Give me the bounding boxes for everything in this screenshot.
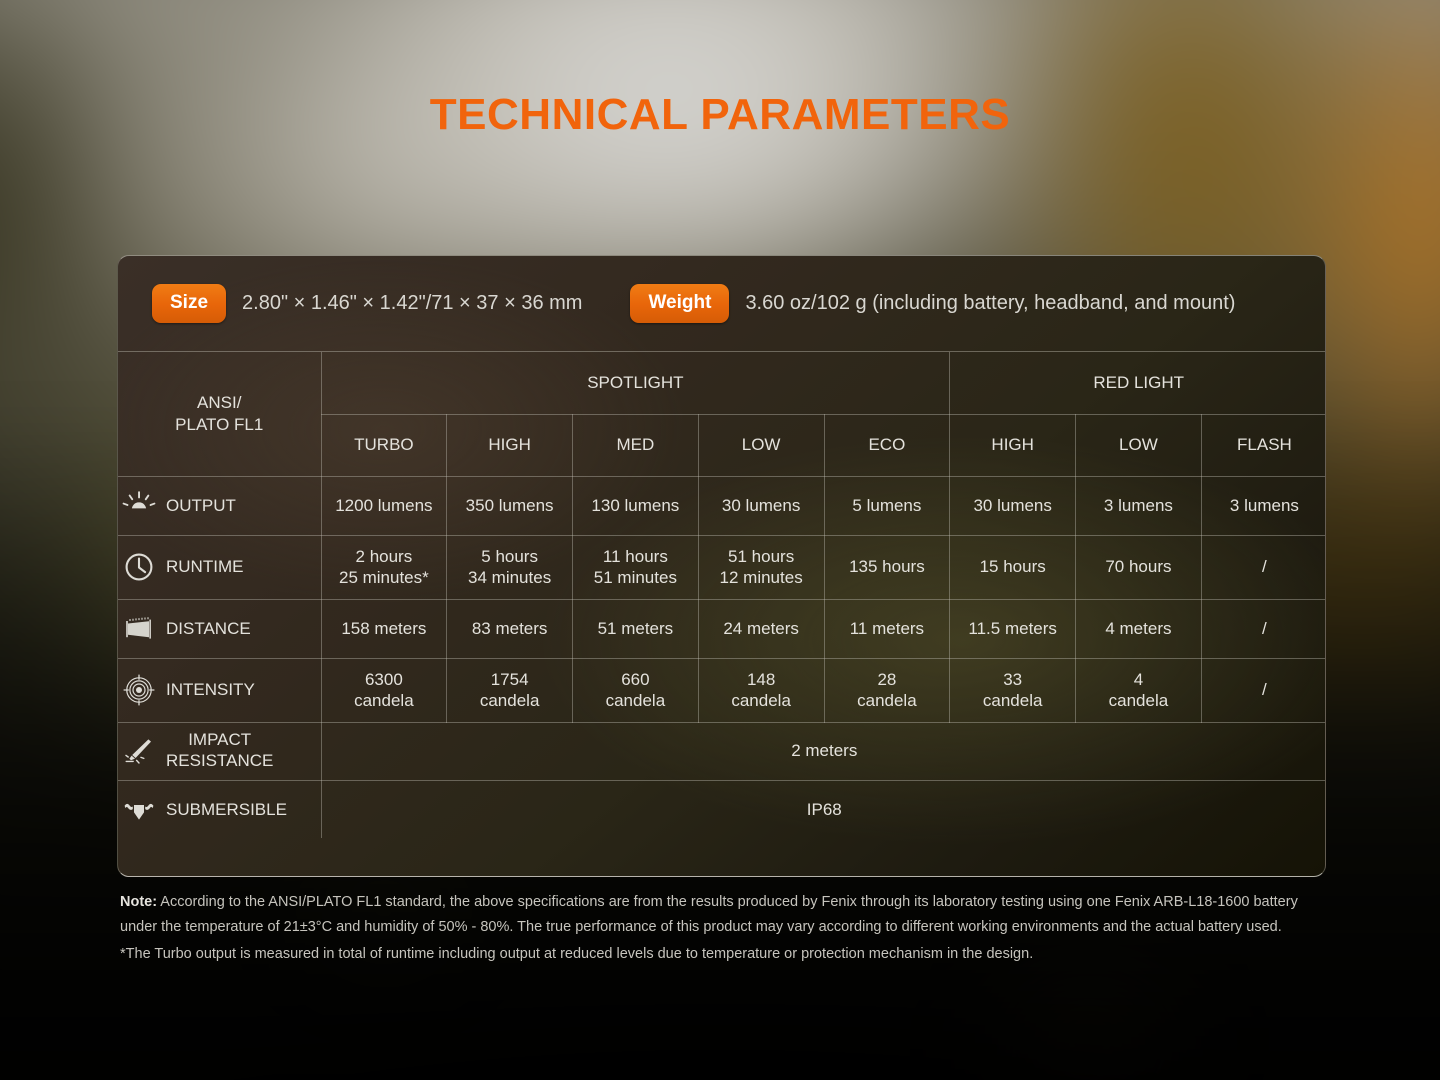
beam-distance-icon xyxy=(126,616,151,639)
mode-header-red-low: LOW xyxy=(1075,414,1202,477)
note-footnote: *The Turbo output is measured in total o… xyxy=(120,946,1034,963)
note-paragraph: Note: According to the ANSI/PLATO FL1 st… xyxy=(120,890,1325,940)
row-label-text: SUBMERSIBLE xyxy=(166,799,287,819)
submersible-wave-icon xyxy=(124,804,154,820)
cell-distance-high: 83 meters xyxy=(446,599,573,659)
table-row-output: OUTPUT 1200 lumens 350 lumens 130 lumens… xyxy=(118,476,1325,536)
cell-distance-red-high: 11.5 meters xyxy=(949,599,1077,659)
weight-value: 3.60 oz/102 g (including battery, headba… xyxy=(745,292,1236,314)
specs-panel: Size 2.80" × 1.46" × 1.42"/71 × 37 × 36 … xyxy=(117,255,1326,877)
table-row-impact-resistance: IMPACT RESISTANCE 2 meters xyxy=(118,722,1325,781)
size-value: 2.80" × 1.46" × 1.42"/71 × 37 × 36 mm xyxy=(242,292,583,314)
note-body: According to the ANSI/PLATO FL1 standard… xyxy=(120,894,1298,936)
panel-footer-strip xyxy=(118,838,1325,876)
cell-output-red-low: 3 lumens xyxy=(1075,476,1202,536)
size-weight-bar: Size 2.80" × 1.46" × 1.42"/71 × 37 × 36 … xyxy=(118,256,1325,352)
cell-distance-red-low: 4 meters xyxy=(1075,599,1202,659)
group-header-red-light: RED LIGHT xyxy=(949,352,1325,415)
mode-header-turbo: TURBO xyxy=(321,414,448,477)
cell-distance-flash: / xyxy=(1201,599,1325,659)
cell-runtime-low: 51 hours 12 minutes xyxy=(698,535,825,600)
row-label-submersible: SUBMERSIBLE xyxy=(118,780,322,838)
row-label-impact-resistance: IMPACT RESISTANCE xyxy=(118,722,322,781)
cell-runtime-flash: / xyxy=(1201,535,1325,600)
cell-distance-med: 51 meters xyxy=(572,599,699,659)
table-body: OUTPUT 1200 lumens 350 lumens 130 lumens… xyxy=(118,476,1325,838)
table-row-distance: DISTANCE 158 meters 83 meters 51 meters … xyxy=(118,599,1325,659)
cell-impact-resistance-value: 2 meters xyxy=(321,722,1325,781)
row-label-distance: DISTANCE xyxy=(118,599,322,659)
row-label-output: OUTPUT xyxy=(118,476,322,536)
cell-output-med: 130 lumens xyxy=(572,476,699,536)
mode-header-high: HIGH xyxy=(446,414,573,477)
cell-output-turbo: 1200 lumens xyxy=(321,476,448,536)
size-badge: Size xyxy=(152,284,227,323)
table-row-runtime: RUNTIME 2 hours 25 minutes* 5 hours 34 min… xyxy=(118,535,1325,600)
mode-header-flash: FLASH xyxy=(1201,414,1325,477)
cell-intensity-eco: 28 candela xyxy=(824,658,951,723)
cell-runtime-high: 5 hours 34 minutes xyxy=(446,535,573,600)
target-intensity-icon xyxy=(123,674,155,706)
row-label-text: INTENSITY xyxy=(166,680,255,700)
ansi-line-2: PLATO FL1 xyxy=(175,414,264,434)
row-label-intensity: INTENSITY xyxy=(118,658,322,723)
cell-runtime-red-high: 15 hours xyxy=(949,535,1077,600)
table-head: ANSI/ PLATO FL1 SPOTLIGHT RED LIGHT TURB… xyxy=(118,352,1325,477)
mode-header-med: MED xyxy=(572,414,699,477)
mode-header-eco: ECO xyxy=(824,414,951,477)
cell-output-flash: 3 lumens xyxy=(1201,476,1325,536)
cell-runtime-med: 11 hours 51 minutes xyxy=(572,535,699,600)
page-title: TECHNICAL PARAMETERS xyxy=(429,90,1011,139)
cell-intensity-turbo: 6300 candela xyxy=(321,658,448,723)
note-block: Note: According to the ANSI/PLATO FL1 st… xyxy=(120,890,1325,967)
cell-intensity-flash: / xyxy=(1201,658,1325,723)
row-label-text: DISTANCE xyxy=(166,618,251,638)
impact-drop-icon xyxy=(125,739,151,764)
group-header-row: ANSI/ PLATO FL1 SPOTLIGHT RED LIGHT xyxy=(118,352,1325,477)
mode-header-row: TURBO HIGH MED LOW ECO HIGH LOW FLASH xyxy=(118,414,1325,477)
cell-intensity-med: 660 candela xyxy=(572,658,699,723)
weight-badge: Weight xyxy=(630,284,730,323)
table-row-submersible: SUBMERSIBLE IP68 xyxy=(118,780,1325,838)
cell-intensity-high: 1754 candela xyxy=(446,658,573,723)
row-label-runtime: RUNTIME xyxy=(118,535,322,600)
cell-distance-low: 24 meters xyxy=(698,599,825,659)
mode-header-low: LOW xyxy=(698,414,825,477)
cell-output-low: 30 lumens xyxy=(698,476,825,536)
row-label-text: IMPACT RESISTANCE xyxy=(166,730,274,770)
cell-intensity-red-high: 33 candela xyxy=(949,658,1077,723)
row-label-text: RUNTIME xyxy=(166,557,244,577)
specifications-table: ANSI/ PLATO FL1 SPOTLIGHT RED LIGHT TURB… xyxy=(118,352,1325,838)
table-row-intensity: INTENSITY 6300 candela 1754 candela 660 can… xyxy=(118,658,1325,723)
cell-output-high: 350 lumens xyxy=(446,476,573,536)
ansi-line-1: ANSI/ xyxy=(197,393,242,413)
cell-output-red-high: 30 lumens xyxy=(949,476,1077,536)
ansi-plato-corner: ANSI/ PLATO FL1 xyxy=(118,352,322,477)
row-label-text: OUTPUT xyxy=(166,495,236,515)
cell-submersible-value: IP68 xyxy=(806,799,842,819)
mode-header-red-high: HIGH xyxy=(949,414,1077,477)
clock-icon xyxy=(125,553,153,581)
sunburst-icon xyxy=(122,490,156,508)
cell-distance-turbo: 158 meters xyxy=(321,599,448,659)
group-header-spotlight: SPOTLIGHT xyxy=(321,352,951,415)
cell-runtime-eco: 135 hours xyxy=(824,535,951,600)
cell-runtime-turbo: 2 hours 25 minutes* xyxy=(321,535,448,600)
note-label: Note: xyxy=(120,894,158,910)
cell-intensity-low: 148 candela xyxy=(698,658,825,723)
cell-output-eco: 5 lumens xyxy=(824,476,951,536)
cell-distance-eco: 11 meters xyxy=(824,599,951,659)
cell-intensity-red-low: 4 candela xyxy=(1075,658,1202,723)
cell-runtime-red-low: 70 hours xyxy=(1075,535,1202,600)
